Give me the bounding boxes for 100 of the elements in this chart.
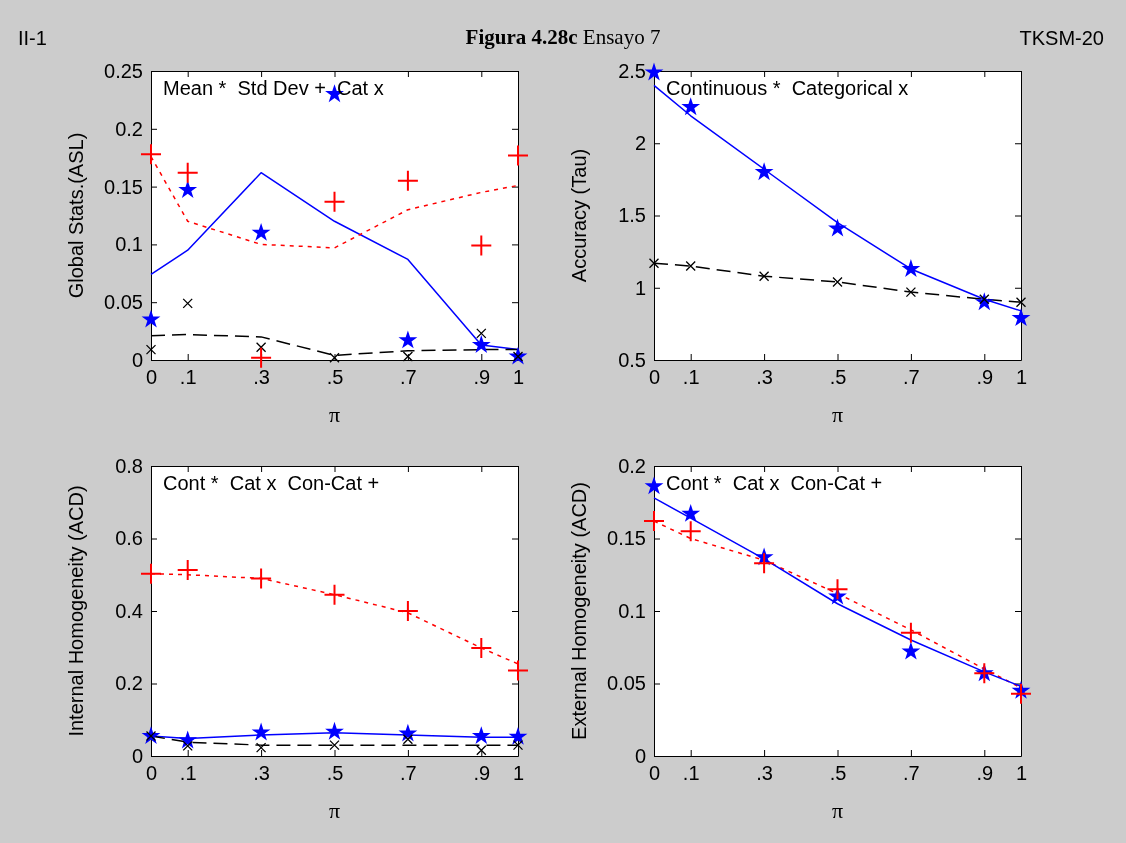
point: [758, 271, 770, 282]
point: [508, 726, 528, 745]
point: [182, 740, 193, 751]
point: [471, 235, 492, 256]
x-axis-title: π: [831, 798, 844, 823]
point: [754, 162, 774, 181]
y-tick-label: 0.1: [115, 233, 143, 256]
point: [685, 260, 696, 272]
y-tick-label: 0.15: [607, 527, 646, 550]
y-tick-label: 0.05: [607, 672, 646, 695]
point: [476, 328, 487, 339]
y-tick-label: 0.15: [104, 175, 143, 198]
point: [508, 660, 528, 681]
y-tick-label: 1: [634, 276, 646, 299]
text: Figura 4.28c Ensayo 7: [465, 25, 661, 49]
x-tick-label: 0: [648, 366, 661, 389]
text: II-1: [18, 27, 47, 49]
x-tick-label: 0: [648, 762, 661, 785]
x-tick-label: .5: [829, 366, 847, 389]
x-tick-label: .7: [903, 366, 920, 389]
point: [397, 601, 418, 621]
point: [1011, 308, 1031, 327]
point: [177, 560, 198, 581]
y-axis-title: Internal Homogeneity (ACD): [65, 485, 87, 737]
x-tick-label: .1: [179, 366, 197, 389]
y-tick-label: 0.2: [115, 117, 143, 140]
y-axis-title: Global Stats.(ASL): [65, 132, 87, 299]
point: [754, 553, 775, 574]
y-tick-label: 0.2: [618, 454, 646, 477]
y-tick-label: 0: [131, 348, 143, 371]
point: [402, 351, 414, 362]
x-tick-label: .3: [756, 762, 773, 785]
y-tick-label: 0.4: [115, 599, 143, 622]
y-tick-label: 2.5: [618, 59, 646, 82]
point: [255, 742, 267, 753]
y-tick-label: 0.05: [104, 291, 143, 314]
annotation: Cont * Cat x Con-Cat +: [163, 472, 380, 494]
point: [476, 745, 487, 756]
point: [900, 622, 921, 643]
point: [681, 503, 701, 522]
x-tick-label: .3: [756, 366, 773, 389]
point: [178, 730, 198, 749]
x-tick-label: 1: [1015, 366, 1028, 389]
point: [471, 726, 491, 745]
x-tick-label: .9: [473, 762, 491, 785]
point: [512, 739, 524, 751]
point: [329, 739, 340, 751]
point: [145, 344, 157, 355]
point: [178, 180, 198, 199]
annotation: Continuous * Categorical x: [666, 77, 909, 99]
point: [644, 62, 664, 81]
point: [1011, 683, 1031, 704]
point: [141, 309, 161, 328]
point: [508, 145, 528, 166]
point: [648, 258, 660, 269]
x-axis-title: π: [328, 798, 341, 823]
point: [680, 521, 701, 542]
x-tick-label: .9: [976, 366, 994, 389]
point: [832, 276, 843, 288]
annotation: Cont * Cat x Con-Cat +: [666, 472, 883, 494]
y-tick-label: 0: [634, 744, 646, 767]
x-tick-label: .9: [473, 366, 491, 389]
point: [329, 352, 340, 363]
x-tick-label: .7: [400, 366, 417, 389]
x-tick-label: .7: [903, 762, 920, 785]
x-tick-label: 0: [145, 762, 158, 785]
y-tick-label: 0.5: [618, 348, 646, 371]
point: [251, 568, 272, 589]
x-axis-title: π: [831, 402, 844, 427]
point: [325, 721, 344, 740]
point: [177, 162, 198, 183]
y-tick-label: 0: [131, 744, 143, 767]
x-tick-label: .3: [253, 762, 270, 785]
y-tick-label: 2: [634, 132, 646, 155]
point: [905, 286, 917, 298]
x-tick-label: .7: [400, 762, 417, 785]
y-axis-title: External Homogeneity (ACD): [568, 482, 590, 740]
point: [1015, 297, 1027, 308]
x-axis-title: π: [328, 402, 341, 427]
x-tick-label: 1: [1015, 762, 1028, 785]
point: [251, 222, 271, 241]
annotation: Mean * Std Dev + Cat x: [163, 77, 384, 99]
point: [901, 259, 921, 277]
y-tick-label: 0.1: [618, 599, 646, 622]
point: [398, 723, 418, 742]
point: [681, 97, 701, 116]
x-tick-label: .1: [179, 762, 197, 785]
point: [141, 144, 161, 165]
y-tick-label: 1.5: [618, 204, 646, 227]
point: [471, 637, 492, 658]
x-tick-label: .1: [682, 762, 700, 785]
y-tick-label: 0.25: [104, 59, 143, 82]
point: [827, 579, 848, 600]
x-tick-label: .5: [829, 762, 847, 785]
point: [644, 511, 664, 532]
point: [141, 563, 161, 584]
point: [182, 298, 193, 309]
point: [324, 584, 345, 605]
point: [901, 641, 921, 660]
y-axis-title: Accuracy (Tau): [568, 148, 590, 283]
